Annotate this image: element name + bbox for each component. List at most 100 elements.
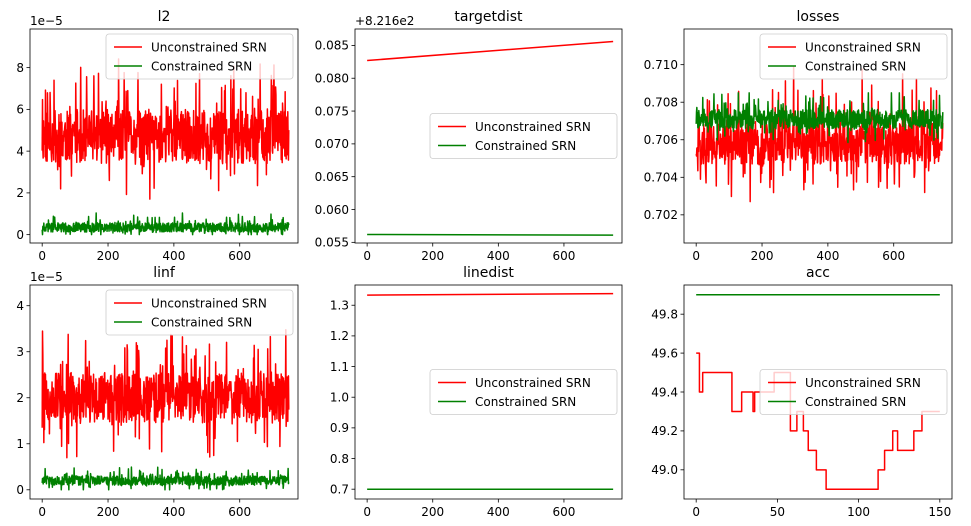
axis-offset-label: 1e−5 (30, 14, 63, 28)
series-line-unconstrained (41, 329, 290, 459)
y-tick-label: 0.7 (330, 482, 349, 496)
legend-entry: Constrained SRN (151, 59, 252, 73)
axes-frame (354, 284, 623, 500)
legend: Unconstrained SRN Constrained SRN (429, 369, 618, 415)
subplot-title: l2 (158, 9, 171, 25)
x-tick-label: 600 (552, 249, 575, 263)
x-tick-label: 50 (770, 505, 785, 519)
legend-box (759, 369, 948, 415)
legend-box (429, 369, 618, 415)
y-tick-label: 0.065 (315, 170, 349, 184)
y-tick-label: 49.4 (651, 385, 678, 399)
legend: Unconstrained SRN Constrained SRN (105, 289, 294, 336)
y-tick-label: 8 (16, 61, 24, 75)
y-tick-label: 3 (16, 345, 24, 359)
y-tick-label: 1 (16, 437, 24, 451)
y-tick-label: 0.708 (644, 96, 678, 110)
legend-entry: Unconstrained SRN (475, 376, 591, 390)
x-tick-label: 0 (692, 249, 700, 263)
y-tick-label: 0.060 (315, 203, 349, 217)
subplot-title: targetdist (454, 9, 523, 25)
y-tick-label: 0.075 (315, 104, 349, 118)
y-tick-label: 0.702 (644, 208, 678, 222)
y-tick-label: 2 (16, 186, 24, 200)
subplot-targetdist: 0 200 400 600 0.055 0.060 0.065 0.070 0.075 0.080… (315, 9, 623, 263)
x-tick-label: 0 (363, 505, 371, 519)
x-tick-label: 400 (162, 249, 185, 263)
y-tick-label: 1.1 (330, 360, 349, 374)
series-line-unconstrained (367, 292, 614, 296)
x-tick-label: 400 (487, 505, 510, 519)
y-tick-label: 49.8 (651, 307, 678, 321)
y-tick-label: 49.6 (651, 346, 678, 360)
y-tick-label: 0.085 (315, 39, 349, 53)
series-line-unconstrained (695, 65, 944, 203)
subplot-title: linf (153, 265, 176, 281)
y-tick-label: 0.9 (330, 421, 349, 435)
x-tick-label: 200 (97, 249, 120, 263)
y-tick-label: 0.8 (330, 452, 349, 466)
axis-offset-label: 1e−5 (30, 270, 63, 284)
y-tick-label: 2 (16, 391, 24, 405)
legend: Unconstrained SRN Constrained SRN (429, 113, 618, 159)
x-tick-label: 200 (751, 249, 774, 263)
legend-entry: Constrained SRN (805, 59, 906, 73)
y-tick-label: 0.704 (644, 171, 678, 185)
legend-entry: Constrained SRN (475, 395, 576, 409)
x-tick-label: 150 (928, 505, 951, 519)
series-line-constrained (41, 466, 290, 491)
axes-frame (29, 284, 299, 500)
legend: Unconstrained SRN Constrained SRN (759, 369, 948, 415)
subplot-l2: 0 200 400 600 0 2 4 6 8 l2 1e−5 Unconstrained SRN Co… (16, 9, 299, 263)
series-line-constrained (41, 212, 290, 236)
series-line-constrained (695, 92, 944, 144)
subplot-title: losses (797, 9, 840, 25)
y-tick-label: 6 (16, 103, 24, 117)
axis-offset-label: +8.216e2 (355, 14, 414, 28)
legend: Unconstrained SRN Constrained SRN (759, 33, 948, 80)
legend-entry: Constrained SRN (151, 315, 252, 329)
subplot-title: linedist (463, 265, 514, 281)
subplot-losses: 0 200 400 600 0.702 0.704 0.706 0.708 0.710 losse… (644, 9, 953, 263)
x-tick-label: 100 (847, 505, 870, 519)
series-line-constrained (367, 233, 614, 236)
x-tick-label: 600 (882, 249, 905, 263)
axes-frame (683, 28, 953, 244)
legend-box (759, 33, 948, 80)
y-tick-label: 0.706 (644, 133, 678, 147)
y-tick-label: 49.2 (651, 424, 678, 438)
legend-box (105, 289, 294, 336)
axes-frame (29, 28, 299, 244)
x-tick-label: 200 (97, 505, 120, 519)
subplot-linf: 0 200 400 600 0 1 2 3 4 linf 1e−5 Unconstrained SRN… (16, 265, 299, 519)
x-tick-label: 200 (421, 249, 444, 263)
x-tick-label: 600 (228, 249, 251, 263)
legend-entry: Constrained SRN (805, 395, 906, 409)
legend-entry: Constrained SRN (475, 139, 576, 153)
x-tick-label: 400 (487, 249, 510, 263)
series-line-unconstrained (41, 58, 290, 200)
legend: Unconstrained SRN Constrained SRN (105, 33, 294, 80)
subplot-linedist: 0 200 400 600 0.7 0.8 0.9 1.0 1.1 1.2 1.3 linedist U… (330, 265, 623, 519)
x-tick-label: 0 (38, 505, 46, 519)
x-tick-label: 0 (692, 505, 700, 519)
legend-entry: Unconstrained SRN (805, 376, 921, 390)
y-tick-label: 0.070 (315, 137, 349, 151)
y-tick-label: 4 (16, 299, 24, 313)
y-tick-label: 0 (16, 228, 24, 242)
series-line-unconstrained (367, 40, 614, 62)
y-tick-label: 0.055 (315, 236, 349, 250)
x-tick-label: 400 (162, 505, 185, 519)
x-tick-label: 200 (421, 505, 444, 519)
axes-frame (354, 28, 623, 244)
x-tick-label: 400 (816, 249, 839, 263)
y-tick-label: 49.0 (651, 463, 678, 477)
legend-entry: Unconstrained SRN (475, 120, 591, 134)
y-tick-label: 4 (16, 144, 24, 158)
x-tick-label: 0 (38, 249, 46, 263)
y-tick-label: 0 (16, 483, 24, 497)
y-tick-label: 0.080 (315, 72, 349, 86)
subplot-title: acc (806, 265, 830, 281)
x-tick-label: 0 (363, 249, 371, 263)
